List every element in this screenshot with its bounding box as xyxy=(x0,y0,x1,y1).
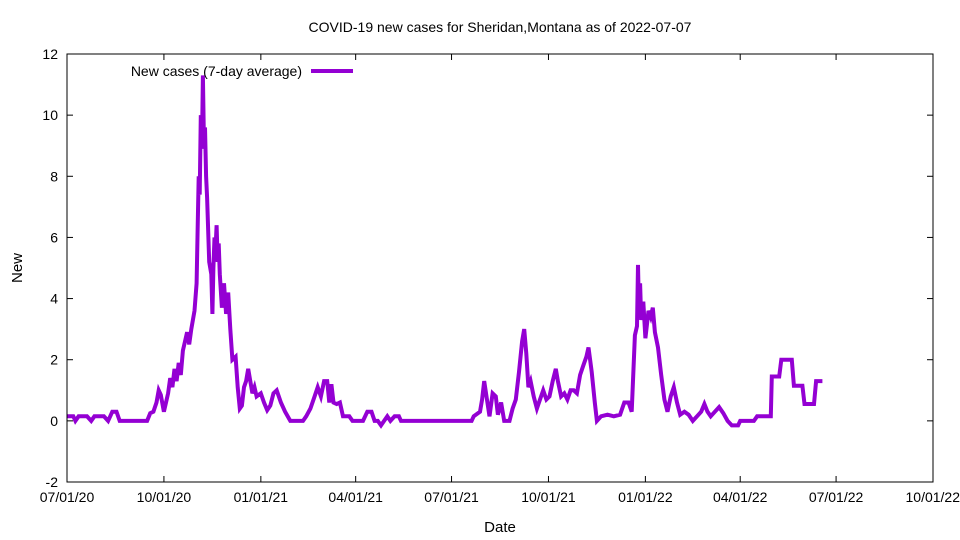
y-tick-label: 12 xyxy=(42,46,58,62)
x-tick-label: 07/01/20 xyxy=(40,489,95,505)
y-tick-label: -2 xyxy=(46,474,59,490)
x-tick-label: 10/01/22 xyxy=(906,489,960,505)
legend-label: New cases (7-day average) xyxy=(131,63,302,79)
x-tick-label: 01/01/22 xyxy=(618,489,673,505)
x-tick-label: 07/01/22 xyxy=(809,489,864,505)
x-tick-label: 10/01/20 xyxy=(137,489,192,505)
y-tick-label: 0 xyxy=(50,413,58,429)
x-tick-label: 10/01/21 xyxy=(521,489,576,505)
chart-title: COVID-19 new cases for Sheridan,Montana … xyxy=(309,19,692,35)
y-tick-label: 8 xyxy=(50,168,58,184)
x-tick-label: 04/01/21 xyxy=(328,489,383,505)
x-tick-label: 07/01/21 xyxy=(424,489,479,505)
y-tick-label: 6 xyxy=(50,229,58,245)
series-line-new-cases xyxy=(67,75,823,429)
y-tick-label: 2 xyxy=(50,352,58,368)
x-axis-label: Date xyxy=(484,519,516,536)
legend: New cases (7-day average) xyxy=(131,63,353,79)
y-tick-label: 10 xyxy=(42,107,58,123)
x-tick-label: 01/01/21 xyxy=(234,489,289,505)
series-layer xyxy=(67,75,823,429)
plot-area-frame xyxy=(66,53,934,483)
y-axis-label: New xyxy=(9,253,26,283)
y-tick-label: 4 xyxy=(50,291,58,307)
x-tick-label: 04/01/22 xyxy=(713,489,768,505)
axis-ticks: -2 0 2 4 6 8 10 12 07/01/20 10/01/20 01/01/21 04/01… xyxy=(40,46,960,505)
